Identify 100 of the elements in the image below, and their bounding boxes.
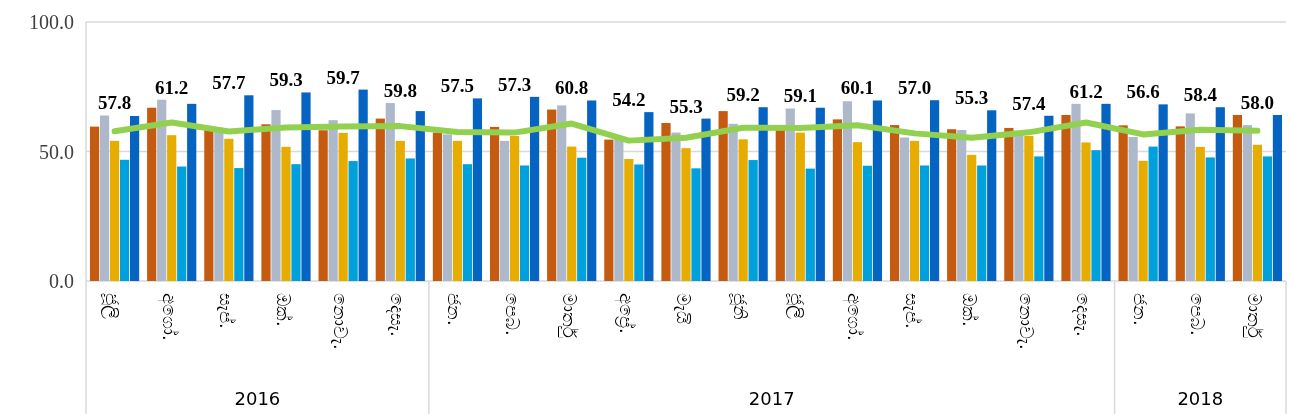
bar — [1215, 107, 1225, 281]
x-tick-label: මාර්තු — [1243, 293, 1266, 338]
x-tick-label: ජූනි — [729, 293, 752, 320]
bar — [661, 123, 671, 281]
bar — [529, 96, 540, 281]
data-label: 61.2 — [1069, 80, 1103, 102]
bar — [147, 107, 157, 281]
bar — [489, 126, 500, 281]
bar — [775, 129, 785, 281]
bar — [1101, 103, 1111, 281]
bar — [889, 125, 900, 281]
data-label: 59.3 — [269, 69, 303, 91]
bar — [718, 111, 728, 281]
bar — [509, 135, 520, 281]
x-tick-label: අප්‍රේ. — [613, 293, 637, 334]
x-tick-label: මැයි — [673, 293, 694, 324]
bar — [967, 154, 977, 281]
bar — [785, 108, 795, 281]
data-label: 59.1 — [783, 84, 817, 106]
bar — [328, 120, 338, 281]
bar — [1175, 126, 1185, 281]
bar — [862, 165, 873, 281]
x-tick-label: ජන. — [444, 293, 466, 326]
bar — [1061, 114, 1071, 281]
bar — [1138, 160, 1148, 281]
bar — [1205, 157, 1215, 281]
bar — [499, 140, 510, 281]
x-tick-label: සැප්. — [901, 293, 923, 329]
x-tick-label: සැප්. — [215, 293, 237, 329]
data-label: 57.8 — [97, 92, 132, 114]
bar — [358, 89, 368, 281]
bar — [987, 110, 997, 281]
bar — [1272, 114, 1283, 281]
bar — [567, 146, 577, 281]
bar — [899, 137, 910, 281]
data-label: 59.8 — [383, 80, 417, 102]
bar — [919, 165, 930, 281]
bar — [1158, 104, 1168, 281]
text: 2016 — [234, 388, 281, 409]
bar — [805, 168, 815, 281]
bar — [738, 139, 748, 281]
x-tick-label: නොවැ. — [330, 293, 352, 350]
bar — [472, 98, 483, 281]
data-label: 57.0 — [897, 77, 932, 99]
bar — [1148, 146, 1158, 281]
bar — [301, 92, 311, 281]
bar — [1081, 142, 1091, 281]
bar — [338, 132, 348, 281]
bar — [375, 118, 385, 281]
bar — [701, 118, 711, 281]
data-label: 58.4 — [1183, 84, 1218, 106]
x-tick-label: අගෝ. — [156, 293, 180, 341]
bar — [832, 119, 843, 281]
bar — [348, 161, 358, 281]
bar — [318, 130, 328, 281]
x-tick-label: මාර්තු — [557, 293, 580, 338]
bar — [947, 129, 957, 281]
x-tick-label: දෙසැ. — [386, 293, 409, 337]
data-label: 60.8 — [555, 77, 589, 99]
bar — [1252, 144, 1263, 281]
data-label: 55.3 — [955, 87, 989, 109]
text: 2018 — [1177, 388, 1224, 409]
bar — [748, 160, 758, 281]
bar — [671, 132, 681, 281]
bar — [1128, 137, 1138, 281]
bar — [415, 111, 425, 281]
data-label: 57.5 — [440, 75, 475, 97]
bar — [129, 116, 140, 281]
y-tick-label: 100.0 — [29, 11, 74, 33]
bar — [157, 99, 167, 281]
bar — [929, 100, 940, 281]
x-tick-label: පෙබ. — [1187, 293, 1209, 336]
text: 2017 — [748, 388, 795, 409]
data-label: 57.4 — [1012, 92, 1046, 114]
bar — [187, 103, 197, 281]
data-label: 56.6 — [1126, 81, 1160, 103]
bar — [728, 123, 738, 281]
x-tick-label: පෙබ. — [501, 293, 523, 336]
x-tick-label: ජූලි — [786, 293, 809, 319]
bar — [442, 134, 453, 281]
data-label: 60.1 — [840, 77, 875, 99]
bar — [119, 159, 130, 281]
bar — [291, 164, 301, 281]
x-tick-label: නොවැ. — [1015, 293, 1037, 350]
bar — [89, 126, 100, 281]
bar — [1071, 103, 1081, 281]
bar — [1242, 125, 1253, 281]
bar — [204, 128, 214, 281]
bar — [462, 164, 473, 281]
bar — [1044, 115, 1054, 281]
bar — [109, 140, 120, 281]
bar — [872, 100, 883, 281]
y-tick-label: 0.0 — [49, 270, 74, 292]
bar — [634, 164, 644, 281]
bar — [1185, 113, 1195, 281]
bar — [99, 115, 110, 281]
bar — [261, 124, 271, 281]
bar — [977, 165, 987, 281]
bar — [167, 135, 177, 281]
bar — [758, 107, 768, 281]
